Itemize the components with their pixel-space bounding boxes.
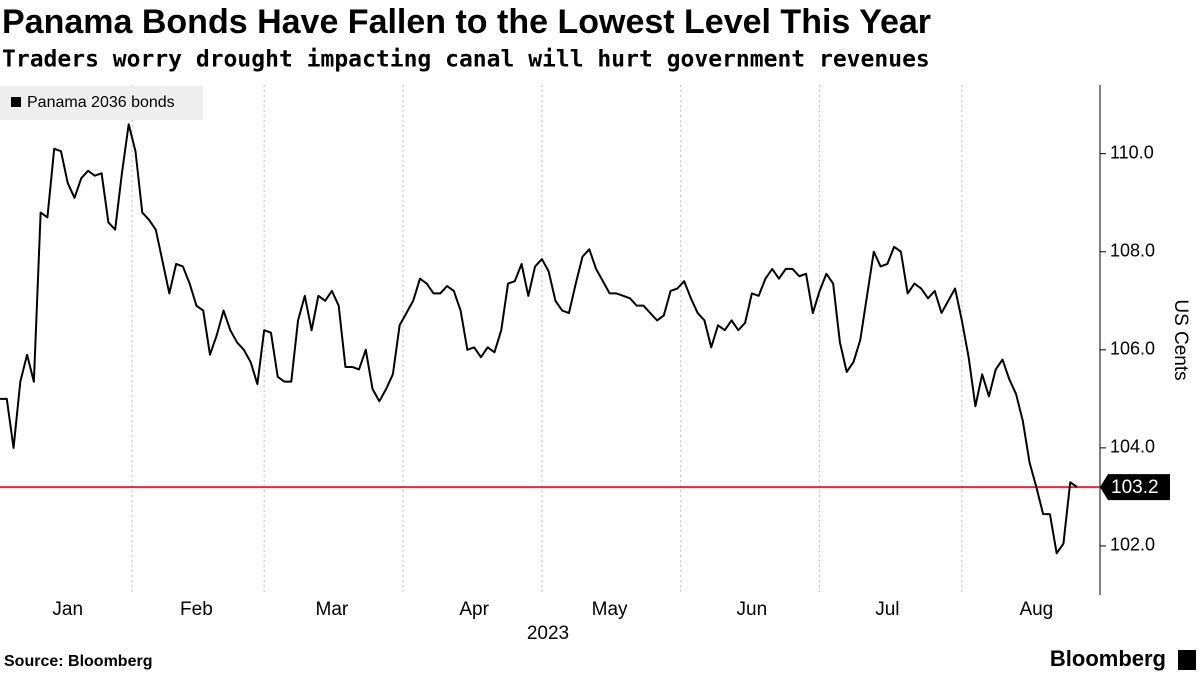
y-axis-label: US Cents	[1170, 299, 1191, 380]
y-tick-label: 104.0	[1110, 437, 1155, 457]
last-value-box	[1100, 474, 1170, 501]
legend-label: Panama 2036 bonds	[27, 94, 175, 111]
chart-subtitle: Traders worry drought impacting canal wi…	[2, 47, 930, 73]
y-tick-label: 108.0	[1110, 240, 1155, 260]
brand-icon	[1178, 650, 1196, 670]
x-tick-label: Jun	[737, 599, 768, 620]
chart-title: Panama Bonds Have Fallen to the Lowest L…	[2, 3, 931, 41]
x-tick-label: Mar	[316, 599, 349, 620]
x-axis-label: 2023	[527, 623, 569, 644]
y-tick-label: 110.0	[1110, 142, 1154, 162]
data-line	[0, 123, 1078, 555]
x-tick-label: Aug	[1019, 599, 1053, 620]
source: Source: Bloomberg	[4, 653, 152, 670]
x-tick-label: Jul	[875, 599, 899, 620]
brand: Bloomberg	[1050, 646, 1166, 671]
legend-swatch	[11, 97, 21, 107]
legend-box	[0, 86, 203, 120]
last-value-label: 103.2	[1111, 477, 1159, 498]
x-tick-label: Apr	[459, 599, 489, 620]
y-tick-label: 106.0	[1110, 339, 1155, 359]
y-tick-label: 102.0	[1110, 535, 1155, 555]
x-tick-label: May	[592, 599, 628, 620]
x-tick-label: Feb	[180, 599, 213, 620]
x-tick-label: Jan	[52, 599, 83, 620]
